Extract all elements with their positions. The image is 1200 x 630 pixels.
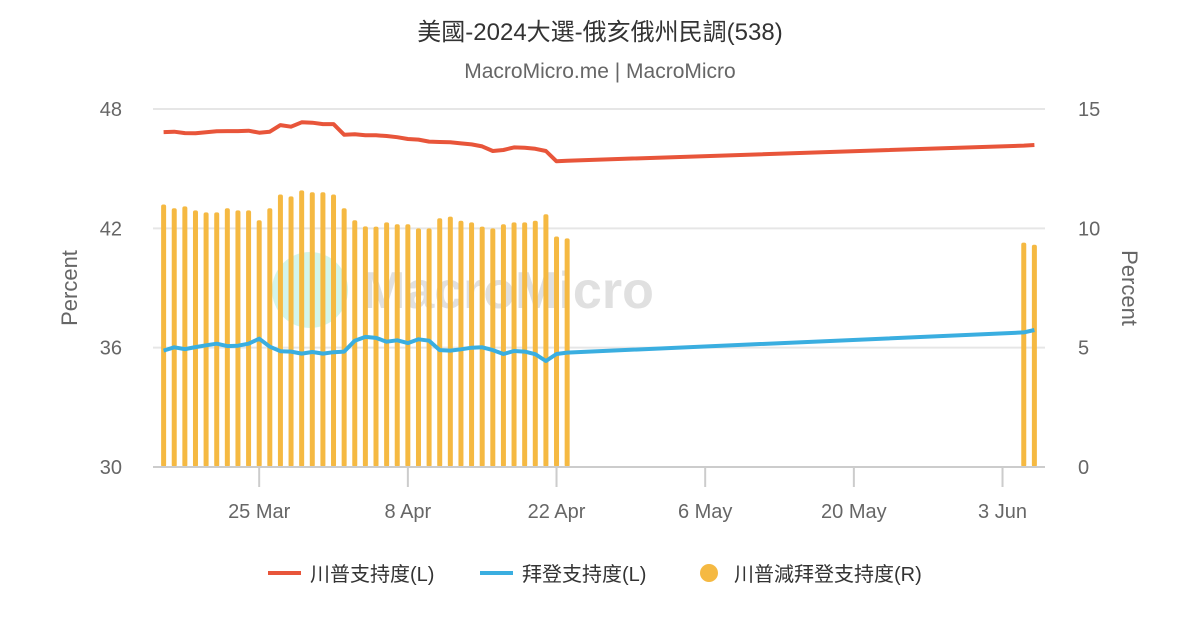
- bar: [447, 216, 453, 467]
- bar-series: [161, 190, 1037, 468]
- x-tick-label: 8 Apr: [385, 501, 432, 523]
- x-tick-label: 3 Jun: [978, 501, 1027, 523]
- bar: [500, 224, 506, 467]
- bar: [161, 204, 167, 467]
- bar: [490, 228, 496, 467]
- y-axis-right-label: Percent: [1117, 250, 1142, 326]
- y-left-tick-label: 30: [100, 457, 122, 479]
- bar: [415, 228, 421, 467]
- bar: [246, 210, 252, 467]
- legend: 川普支持度(L) 拜登支持度(L) 川普減拜登支持度(R): [268, 563, 922, 586]
- watermark-text: MacroMicro: [362, 262, 654, 320]
- bar: [1031, 244, 1037, 467]
- bar: [458, 220, 464, 467]
- bar: [182, 206, 188, 467]
- axes: 30 36 42 48 0 5 10 15 25 Mar 8 Apr 22 Apr 6 May 20 M…: [100, 99, 1101, 523]
- bar: [341, 208, 347, 467]
- bar: [532, 220, 538, 467]
- x-tick-label: 22 Apr: [528, 501, 586, 523]
- bar: [203, 212, 209, 467]
- bar: [373, 226, 379, 467]
- bar: [309, 192, 315, 467]
- bar: [405, 224, 411, 467]
- bar: [331, 194, 337, 467]
- line-series-0: [163, 120, 1035, 164]
- y-axis-left-label: Percent: [57, 250, 82, 326]
- bar: [469, 222, 475, 467]
- bar: [437, 218, 443, 467]
- x-tick-label: 6 May: [678, 501, 732, 523]
- bar: [214, 212, 220, 467]
- bar: [543, 214, 549, 467]
- line-series-1: [163, 328, 1035, 363]
- legend-marker-bar: [700, 564, 718, 582]
- bar: [1021, 242, 1027, 467]
- bar: [554, 236, 560, 467]
- y-right-tick-label: 0: [1078, 457, 1089, 479]
- legend-item: 川普減拜登支持度(R): [734, 563, 922, 586]
- bar: [267, 208, 273, 467]
- y-right-tick-label: 10: [1078, 218, 1100, 240]
- bar: [171, 208, 177, 467]
- line-series: [163, 120, 1035, 363]
- bar: [192, 210, 198, 467]
- y-left-tick-label: 42: [100, 218, 122, 240]
- bar: [277, 194, 283, 467]
- bar: [256, 220, 262, 467]
- y-left-tick-label: 48: [100, 99, 122, 121]
- bar: [352, 220, 358, 467]
- bar: [522, 222, 528, 467]
- bar: [235, 210, 241, 467]
- legend-item: 川普支持度(L): [310, 563, 434, 586]
- legend-item: 拜登支持度(L): [522, 563, 646, 586]
- bar: [394, 224, 400, 467]
- chart-subtitle: MacroMicro.me | MacroMicro: [464, 60, 735, 83]
- bar: [511, 222, 517, 467]
- y-right-tick-label: 15: [1078, 99, 1100, 121]
- chart-title: 美國-2024大選-俄亥俄州民調(538): [417, 19, 782, 46]
- y-right-tick-label: 5: [1078, 338, 1089, 360]
- bar: [320, 192, 326, 467]
- x-tick-label: 25 Mar: [228, 501, 291, 523]
- bar: [426, 228, 432, 467]
- y-left-tick-label: 36: [100, 338, 122, 360]
- bar: [299, 190, 305, 468]
- bar: [362, 226, 368, 467]
- bar: [224, 208, 230, 467]
- bar: [288, 196, 294, 468]
- bar: [384, 222, 390, 467]
- x-tick-label: 20 May: [821, 501, 887, 523]
